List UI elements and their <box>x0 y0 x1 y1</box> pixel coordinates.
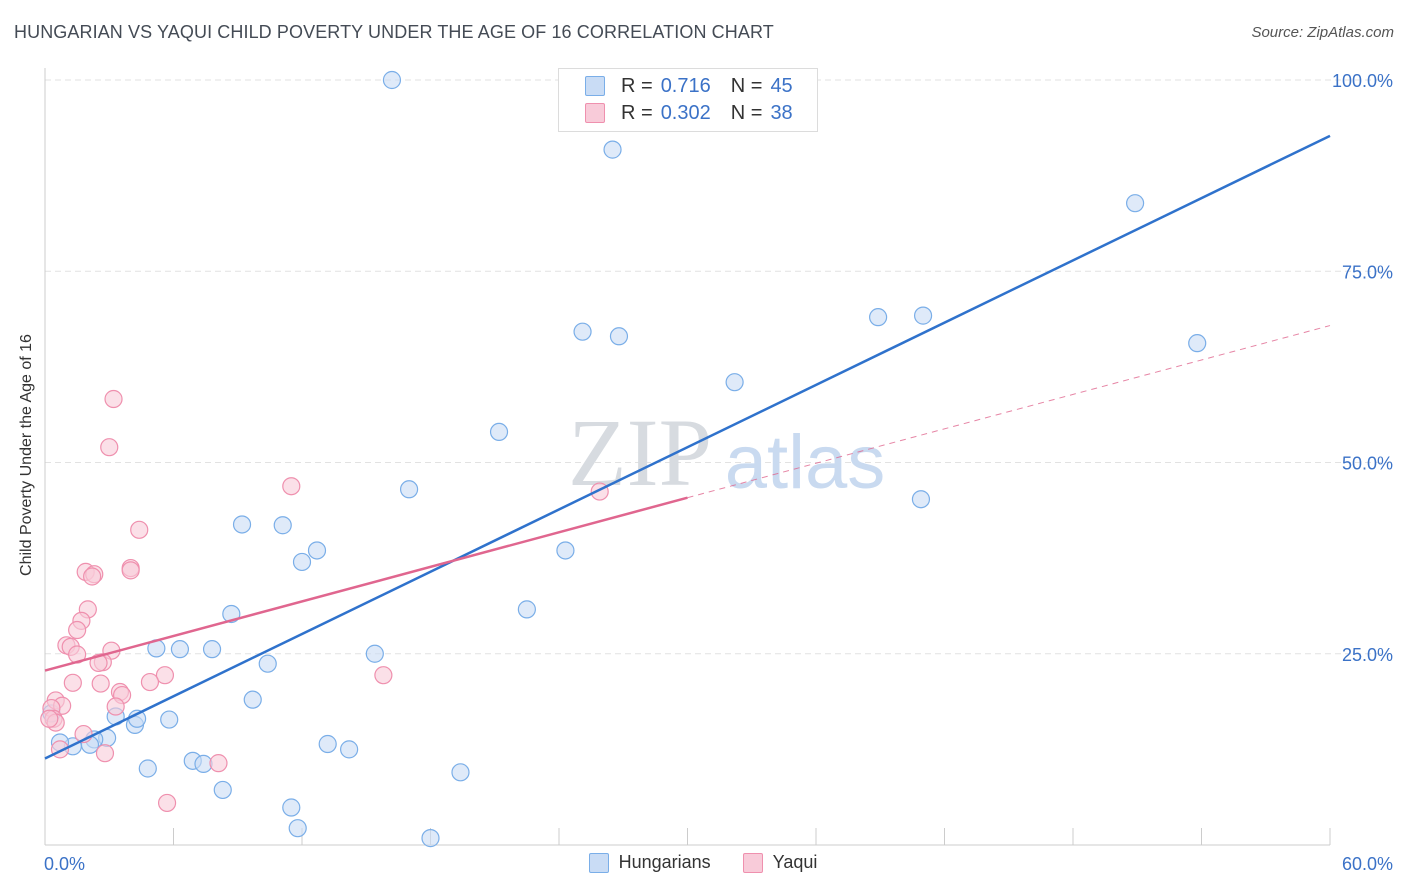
point-hungarians <box>421 829 440 848</box>
r-label: R = <box>621 74 653 97</box>
point-hungarians <box>202 640 222 659</box>
y-tick-label: 50.0% <box>1342 454 1393 474</box>
point-hungarians <box>138 759 157 778</box>
point-hungarians <box>160 710 179 729</box>
point-hungarians <box>340 740 359 759</box>
point-hungarians <box>318 734 337 754</box>
r-value: 0.302 <box>660 101 711 124</box>
n-value: 38 <box>770 101 793 124</box>
point-hungarians <box>213 780 232 800</box>
legend-swatch-yaqui <box>585 103 605 123</box>
legend-label-hungarians: Hungarians <box>618 852 711 872</box>
point-hungarians <box>282 798 301 817</box>
point-hungarians <box>170 640 190 659</box>
point-yaqui <box>140 672 160 692</box>
point-yaqui <box>155 666 175 685</box>
watermark: ZIP atlas <box>568 399 885 506</box>
trend-line-hungarians <box>44 134 1331 760</box>
watermark-atlas: atlas <box>725 420 886 505</box>
y-axis-label: Child Poverty Under the Age of 16 <box>18 334 35 576</box>
point-yaqui <box>282 477 301 496</box>
correlation-legend: R = 0.716 N = 45 R = 0.302 N = 38 <box>558 68 818 132</box>
point-hungarians <box>307 541 327 560</box>
point-yaqui <box>40 709 59 728</box>
point-yaqui <box>157 793 177 813</box>
legend-row-yaqui: R = 0.302 N = 38 <box>585 100 793 126</box>
point-yaqui <box>106 697 125 716</box>
point-yaqui <box>83 567 102 586</box>
source-label: Source: ZipAtlas.com <box>1251 24 1394 41</box>
legend-label-yaqui: Yaqui <box>772 852 818 872</box>
r-label: R = <box>621 101 653 124</box>
n-label: N = <box>730 101 763 124</box>
point-hungarians <box>725 373 744 392</box>
point-hungarians <box>489 422 509 441</box>
legend-item-hungarians: Hungarians <box>588 852 711 873</box>
series-legend: Hungarians Yaqui <box>0 852 1406 873</box>
y-tick-label: 75.0% <box>1342 262 1393 282</box>
point-hungarians <box>1188 334 1207 353</box>
n-value: 45 <box>770 74 793 97</box>
point-yaqui <box>104 389 123 409</box>
point-hungarians <box>273 516 292 535</box>
watermark-zip: ZIP <box>568 399 712 506</box>
point-hungarians <box>399 480 419 499</box>
point-hungarians <box>258 654 277 673</box>
n-label: N = <box>730 74 763 97</box>
point-hungarians <box>609 327 629 346</box>
point-yaqui <box>121 561 140 580</box>
y-tick-label: 25.0% <box>1342 645 1393 665</box>
data-points <box>40 70 1207 848</box>
trend-lines <box>44 134 1331 760</box>
legend-item-yaqui: Yaqui <box>742 852 818 873</box>
point-hungarians <box>911 490 931 509</box>
point-hungarians <box>869 308 888 327</box>
trend-line-yaqui <box>44 496 688 672</box>
point-yaqui <box>130 520 149 539</box>
legend-swatch-hungarians <box>588 852 609 873</box>
point-yaqui <box>63 673 82 692</box>
chart-title: HUNGARIAN VS YAQUI CHILD POVERTY UNDER T… <box>14 22 774 42</box>
point-yaqui <box>209 754 228 773</box>
point-hungarians <box>365 644 384 663</box>
trend-extension-yaqui <box>687 325 1331 499</box>
point-hungarians <box>573 322 592 341</box>
legend-swatch-yaqui <box>742 852 763 873</box>
legend-swatch-hungarians <box>585 76 605 96</box>
point-hungarians <box>232 515 252 534</box>
point-yaqui <box>100 438 119 457</box>
point-yaqui <box>374 666 393 685</box>
point-yaqui <box>89 653 108 673</box>
point-hungarians <box>288 819 307 838</box>
point-hungarians <box>292 552 312 572</box>
point-hungarians <box>603 140 622 159</box>
legend-row-hungarians: R = 0.716 N = 45 <box>585 73 793 99</box>
x-tick-label-max: 60.0% <box>1342 854 1393 874</box>
point-yaqui <box>68 620 87 640</box>
tick-labels: 25.0% 50.0% 75.0% 100.0% 0.0% 60.0% <box>44 71 1393 874</box>
grid <box>45 79 1392 655</box>
point-yaqui <box>91 674 110 693</box>
y-tick-label: 100.0% <box>1332 71 1393 91</box>
point-hungarians <box>382 70 402 90</box>
point-hungarians <box>1126 194 1145 213</box>
r-value: 0.716 <box>660 74 711 97</box>
point-hungarians <box>913 306 933 325</box>
point-hungarians <box>517 600 536 619</box>
point-yaqui <box>95 744 115 763</box>
x-tick-label-min: 0.0% <box>44 854 85 874</box>
point-hungarians <box>556 541 575 560</box>
point-hungarians <box>451 763 470 782</box>
point-hungarians <box>243 690 262 709</box>
